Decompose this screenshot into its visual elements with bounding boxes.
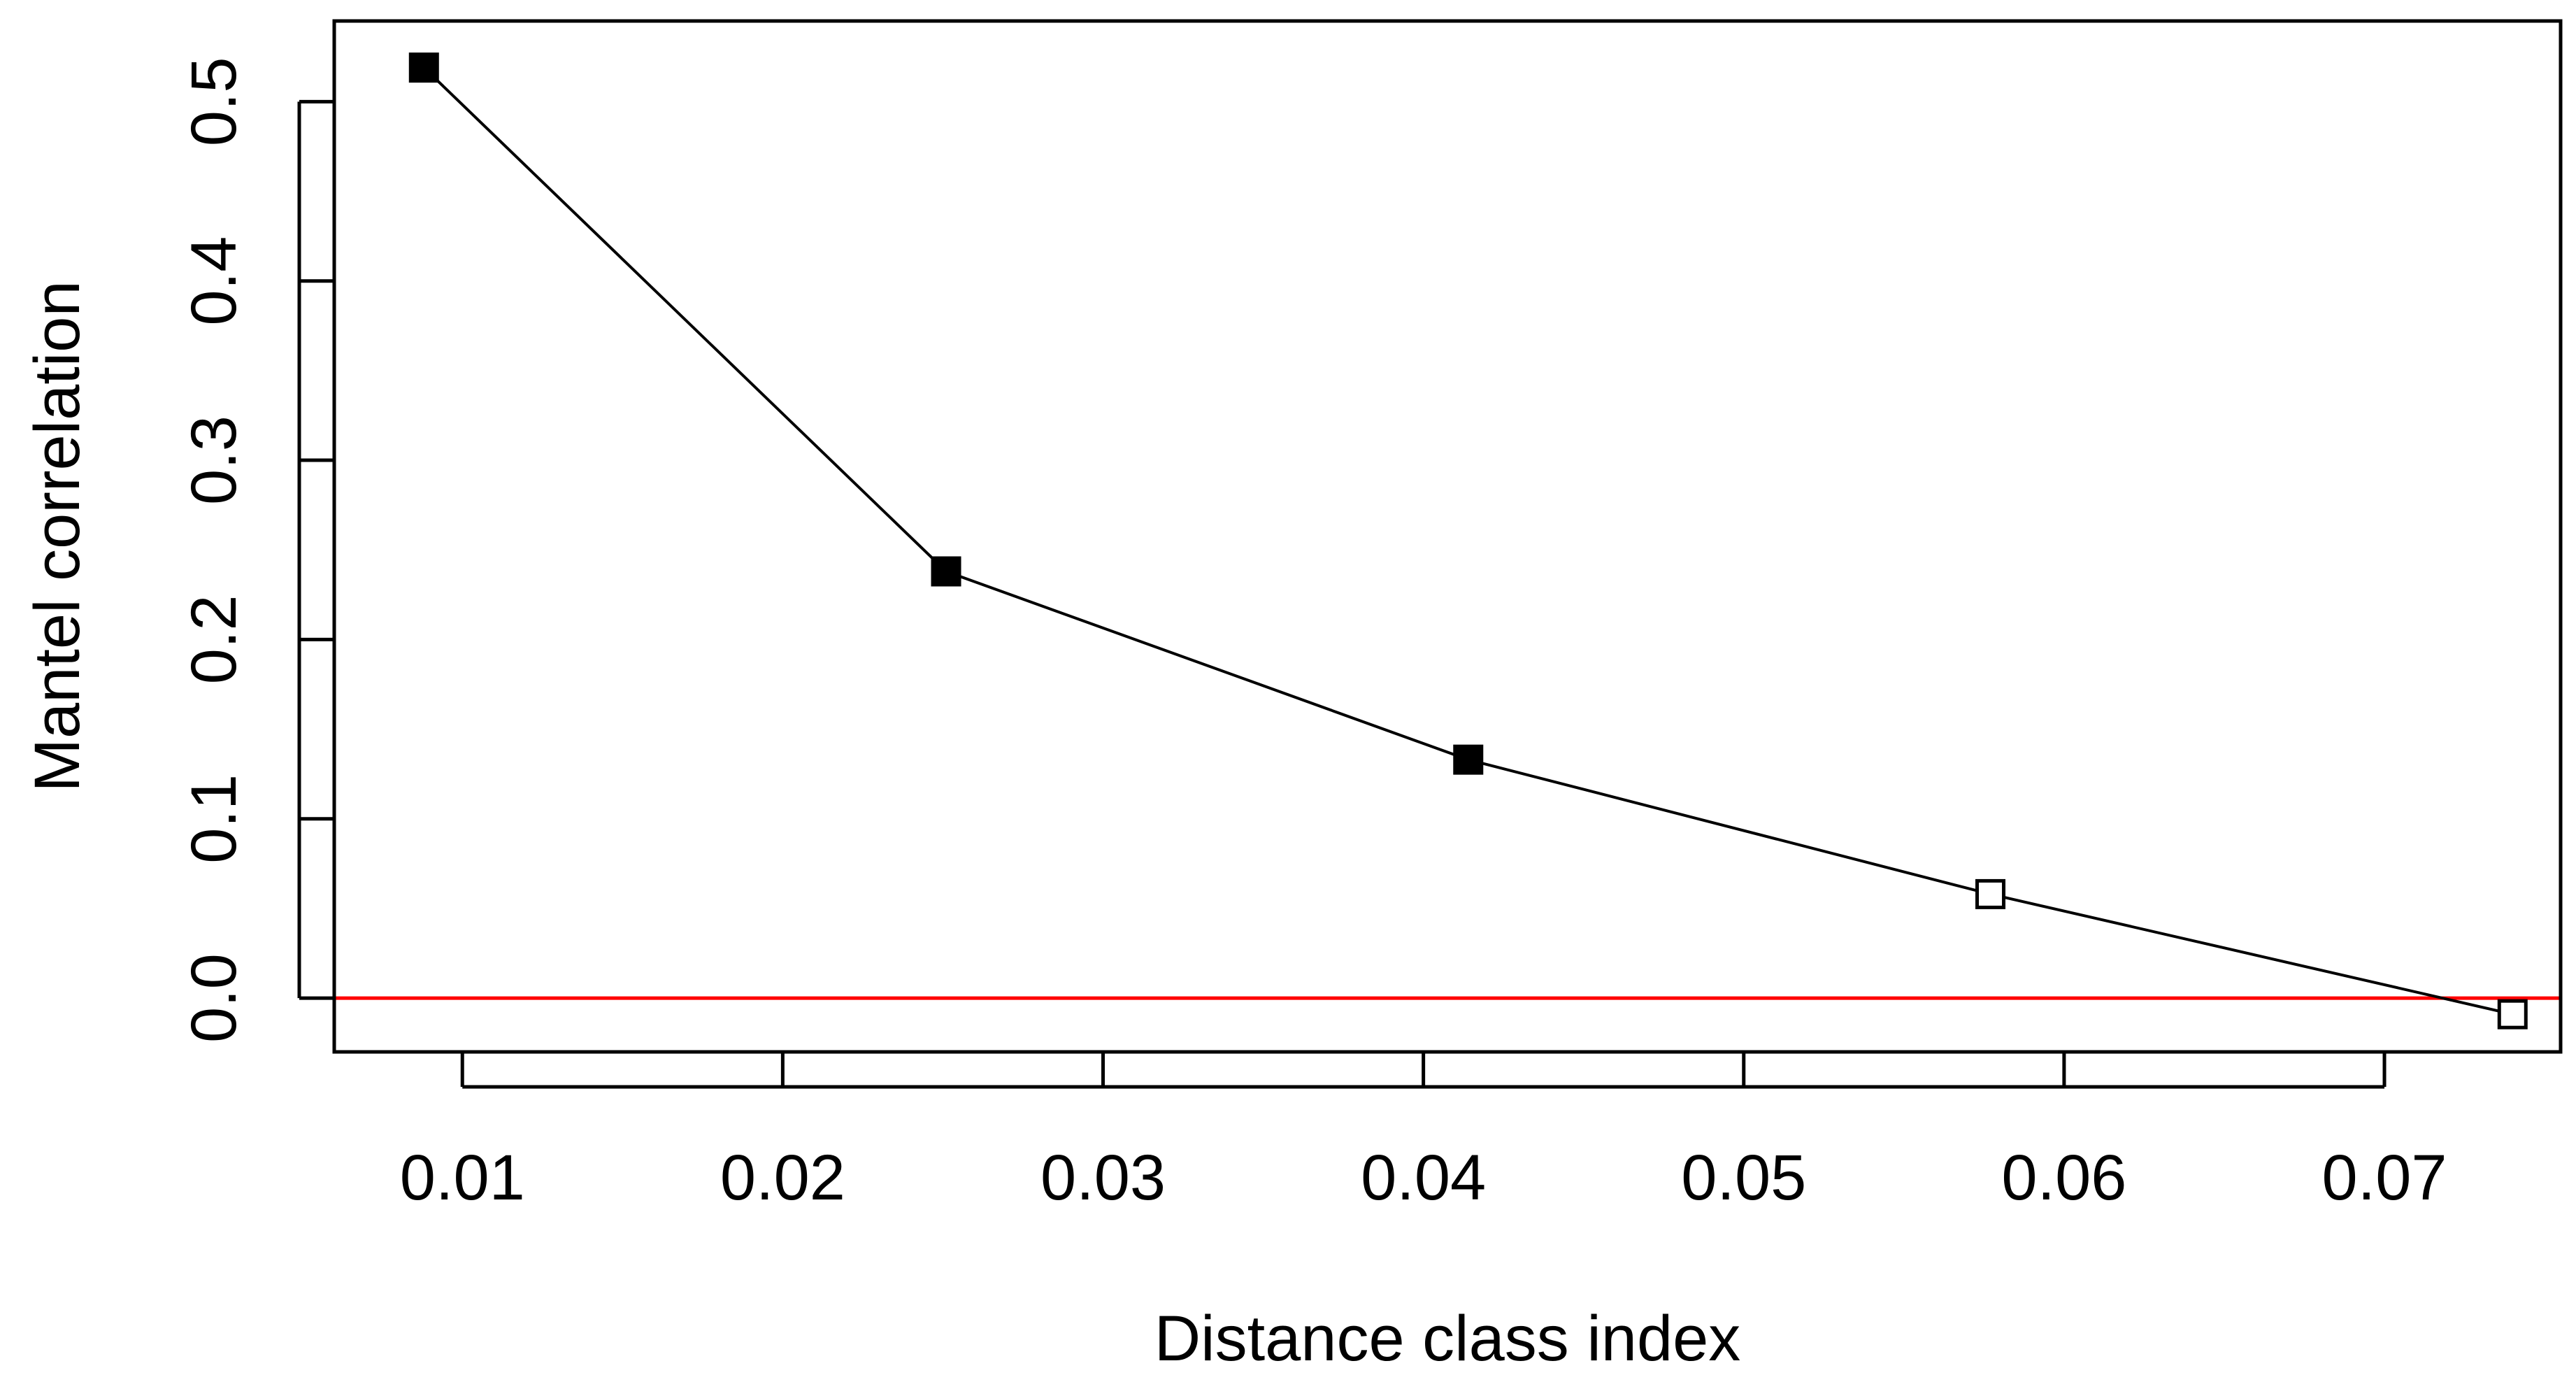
series-layer xyxy=(408,52,2528,1030)
plot-frame xyxy=(332,19,2563,1054)
data-point-significant xyxy=(931,556,961,587)
x-axis-title: Distance class index xyxy=(1154,1303,1741,1374)
y-tick-label: 0.3 xyxy=(178,415,250,505)
y-tick-label: 0.2 xyxy=(178,594,250,684)
x-tick-label: 0.06 xyxy=(2001,1142,2126,1213)
y-axis-title: Mantel correlation xyxy=(22,280,93,792)
data-point-significant xyxy=(408,52,439,83)
x-axis: 0.01 0.02 0.03 0.04 0.05 0.06 0.07 xyxy=(400,1052,2447,1213)
x-tick-label: 0.02 xyxy=(720,1142,845,1213)
data-point-nonsignificant xyxy=(1975,878,2006,909)
data-point-significant xyxy=(1453,744,1484,775)
y-tick-label: 0.4 xyxy=(178,236,250,326)
y-tick-label: 0.1 xyxy=(178,774,250,864)
x-tick-label: 0.05 xyxy=(1681,1142,1806,1213)
y-axis: 0.0 0.1 0.2 0.3 0.4 0.5 xyxy=(178,57,334,1043)
y-tick-label: 0.5 xyxy=(178,57,250,146)
y-tick-label: 0.0 xyxy=(178,953,250,1043)
x-tick-label: 0.07 xyxy=(2321,1142,2447,1213)
x-tick-label: 0.03 xyxy=(1040,1142,1166,1213)
data-point-nonsignificant xyxy=(2497,999,2528,1030)
x-tick-label: 0.01 xyxy=(400,1142,525,1213)
x-tick-label: 0.04 xyxy=(1361,1142,1486,1213)
